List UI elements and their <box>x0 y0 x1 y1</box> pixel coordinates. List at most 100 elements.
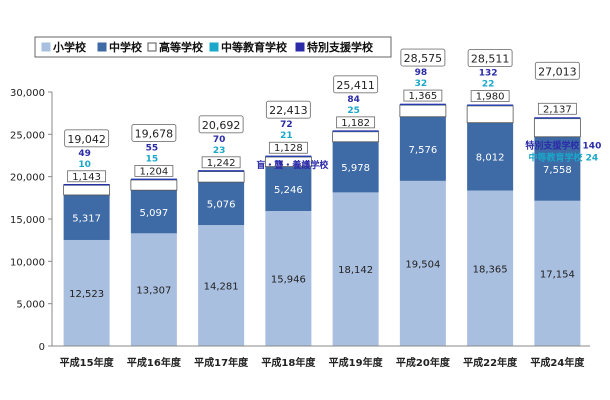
data-label: 1,204 <box>140 166 169 177</box>
bar-segment <box>467 190 514 346</box>
bar-segment <box>198 170 245 172</box>
legend-label: 中学校 <box>109 40 143 54</box>
total-box <box>467 49 513 68</box>
bar-segment <box>63 239 110 346</box>
data-label: 1,143 <box>72 172 101 183</box>
bar-segment <box>265 210 312 346</box>
total-label: 22,413 <box>269 104 308 117</box>
bar-segment <box>533 118 581 138</box>
data-label: 1,980 <box>476 92 505 103</box>
data-label: 1,242 <box>207 158 236 169</box>
bar-segment <box>332 141 379 193</box>
data-label: 5,317 <box>72 213 101 224</box>
data-label: 23 <box>213 146 226 156</box>
total-box <box>400 48 446 67</box>
data-label-box <box>403 89 443 102</box>
data-label: 49 <box>78 149 91 159</box>
data-label: 5,076 <box>207 200 236 211</box>
bar-segment <box>332 192 379 346</box>
data-label: 1,365 <box>409 91 438 102</box>
total-label: 28,511 <box>471 53 510 66</box>
data-label: 72 <box>280 120 293 130</box>
bar-segment <box>534 200 581 346</box>
data-label: 25 <box>347 106 360 116</box>
data-label: 5,097 <box>140 208 169 219</box>
bar-stack: 17,154 7,558 2,137 27,013 <box>533 61 581 346</box>
data-label: 7,558 <box>543 165 572 176</box>
bar-segment <box>467 122 514 191</box>
bar-segment <box>130 179 178 191</box>
bar-segment <box>534 117 581 119</box>
data-label: 70 <box>213 135 226 145</box>
legend-swatch <box>295 42 305 52</box>
y-axis: 0 5,000 10,000 15,000 20,000 25,000 30,000 <box>10 88 53 353</box>
bar-segment <box>63 184 111 196</box>
bar-segment <box>399 103 446 105</box>
total-box <box>265 100 311 119</box>
data-label: 19,504 <box>405 259 440 270</box>
bar-segment <box>534 136 581 201</box>
data-label: 5,246 <box>274 185 303 196</box>
data-label: 84 <box>347 95 360 105</box>
legend-label: 中等教育学校 <box>221 40 288 54</box>
x-tick-label: 平成15年度 <box>60 356 115 369</box>
total-label: 19,678 <box>135 127 174 140</box>
data-label: 32 <box>415 79 428 89</box>
annotation-tokubetsu: 特別支援学校 140 <box>525 139 601 151</box>
total-label: 28,575 <box>404 52 443 65</box>
data-label-box <box>470 90 510 103</box>
annotation-chuto: 中等教育学校 24 <box>529 151 599 163</box>
x-tick-label: 平成20年度 <box>396 356 451 369</box>
legend-label: 高等学校 <box>159 40 204 54</box>
legend-swatch <box>97 42 107 52</box>
total-box <box>333 75 379 94</box>
x-tick-label: 平成19年度 <box>329 356 384 369</box>
data-label: 15 <box>146 154 159 164</box>
data-label-box <box>67 170 107 183</box>
legend-swatch <box>147 42 157 52</box>
data-label: 55 <box>146 143 159 153</box>
data-label: 17,154 <box>540 269 575 280</box>
y-tick-label: 20,000 <box>10 173 45 184</box>
data-label: 18,142 <box>338 265 373 276</box>
total-box <box>64 129 110 148</box>
data-label: 12,523 <box>69 289 104 300</box>
y-tick-label: 0 <box>39 342 45 353</box>
data-label: 2,137 <box>543 104 572 115</box>
bar-segment <box>265 166 312 211</box>
data-label: 15,946 <box>271 274 306 285</box>
legend-label: 特別支援学校 <box>307 40 374 54</box>
total-label: 20,692 <box>202 119 241 132</box>
data-label: 14,281 <box>204 282 239 293</box>
data-label: 1,182 <box>341 118 370 129</box>
bar-segment <box>63 183 110 186</box>
data-label: 18,365 <box>473 264 508 275</box>
data-label: 22 <box>482 80 495 90</box>
y-tick-label: 15,000 <box>10 215 45 226</box>
bar-segment <box>332 130 379 132</box>
data-label: 21 <box>280 131 293 141</box>
bar-segment <box>265 155 312 157</box>
data-label: 7,576 <box>409 145 438 156</box>
bar-segment <box>332 131 380 143</box>
data-label-box <box>201 156 241 169</box>
total-box <box>131 123 177 142</box>
data-label-box <box>268 141 308 154</box>
annotation-mou: 盲・聾・養護学校 <box>256 159 329 171</box>
bar-segment <box>130 178 177 180</box>
bar-segment <box>130 233 177 346</box>
data-label-box <box>336 116 376 129</box>
bar-segment <box>197 171 245 183</box>
x-tick-label: 平成18年度 <box>261 356 316 369</box>
bar-segment <box>198 182 245 226</box>
data-label: 5,978 <box>341 163 370 174</box>
total-label: 19,042 <box>67 133 106 146</box>
y-tick-label: 25,000 <box>10 130 45 141</box>
data-label-box <box>134 164 174 177</box>
bar-segment <box>467 104 514 106</box>
data-label-box <box>537 102 577 115</box>
